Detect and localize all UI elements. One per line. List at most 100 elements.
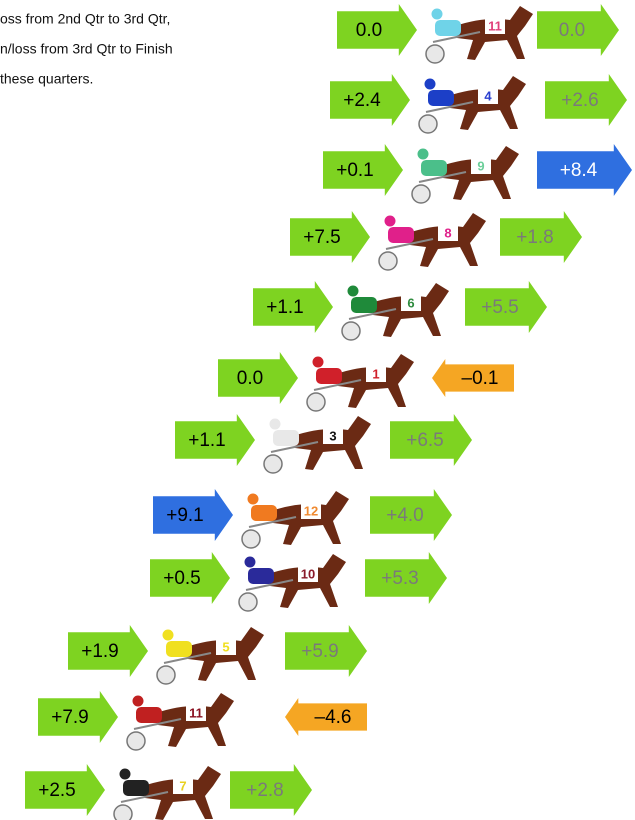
sulky-shaft (245, 579, 294, 591)
horse-icon: 11 (425, 6, 533, 64)
right-arrow (365, 552, 447, 604)
right-arrow (285, 698, 367, 736)
right-arrow (230, 764, 312, 816)
horse-number: 7 (179, 778, 186, 793)
horse-row: +2.4 4 +2.6 (330, 74, 627, 134)
left-gain: +2.5 (38, 780, 76, 801)
horse-number: 6 (407, 295, 414, 310)
sulky-wheel (378, 251, 398, 271)
horse-icon: 1 (306, 354, 414, 412)
left-arrow (38, 691, 118, 743)
horse-icon: 10 (238, 554, 346, 612)
sulky-wheel (411, 184, 431, 204)
horse-number: 5 (222, 639, 229, 654)
sulky-wheel (241, 529, 261, 549)
saddle-pad (485, 18, 505, 34)
left-gain: 0.0 (237, 368, 263, 389)
driver-silk (421, 160, 447, 176)
right-gain: +5.5 (481, 297, 519, 318)
left-arrow (150, 552, 230, 604)
left-arrow (323, 144, 403, 196)
horse-row: +2.5 7 +2.8 (25, 764, 312, 820)
right-gain: +5.9 (301, 641, 339, 662)
horse-icon: 5 (156, 627, 264, 685)
driver-helmet (423, 77, 437, 91)
driver-silk (248, 568, 274, 584)
right-gain: +5.3 (381, 568, 419, 589)
driver-silk (136, 707, 162, 723)
horse-row: +1.1 6 +5.5 (253, 281, 547, 341)
left-gain: +7.9 (51, 707, 89, 728)
left-arrow (290, 211, 370, 263)
sulky-wheel (113, 804, 133, 820)
left-gain: +1.9 (81, 641, 119, 662)
driver-helmet (118, 767, 132, 781)
sulky-wheel (341, 321, 361, 341)
driver-silk (166, 641, 192, 657)
left-arrow (253, 281, 333, 333)
sulky-wheel (156, 665, 176, 685)
sulky-shaft (270, 441, 319, 453)
horse-number: 11 (189, 705, 203, 720)
left-arrow (218, 352, 298, 404)
header-line: oss from 2nd Qtr to 3rd Qtr, (0, 11, 170, 27)
saddle-pad (478, 88, 498, 104)
horse-row: +1.1 3 +6.5 (175, 414, 472, 474)
horse-number: 12 (304, 503, 318, 518)
sulky-wheel (126, 731, 146, 751)
left-arrow (330, 74, 410, 126)
right-gain: +2.6 (561, 90, 599, 111)
right-arrow (545, 74, 627, 126)
horse-row: +9.1 12 +4.0 (153, 489, 452, 549)
left-gain: +0.1 (336, 160, 374, 181)
driver-silk (273, 430, 299, 446)
saddle-pad (301, 503, 321, 519)
header-line: these quarters. (0, 71, 93, 87)
right-gain: +2.8 (246, 780, 284, 801)
right-arrow (537, 4, 619, 56)
right-gain: +4.0 (386, 505, 424, 526)
right-arrow (537, 144, 632, 196)
horse-row: +0.1 9 +8.4 (323, 144, 632, 204)
saddle-pad (186, 705, 206, 721)
horse-icon: 7 (113, 766, 221, 820)
left-gain: +7.5 (303, 227, 341, 248)
driver-helmet (311, 355, 325, 369)
driver-silk (251, 505, 277, 521)
right-arrow (432, 359, 514, 397)
horse-icon: 11 (126, 693, 234, 751)
sulky-shaft (425, 101, 474, 113)
saddle-pad (401, 295, 421, 311)
left-arrow (175, 414, 255, 466)
sulky-shaft (163, 652, 212, 664)
driver-helmet (383, 214, 397, 228)
driver-helmet (268, 417, 282, 431)
sulky-shaft (432, 31, 481, 43)
driver-silk (123, 780, 149, 796)
horse-row: 0.0 11 0.0 (337, 4, 619, 64)
horse-icon: 4 (418, 76, 526, 134)
sulky-shaft (385, 238, 434, 250)
sulky-shaft (248, 516, 297, 528)
horse-icon: 6 (341, 283, 449, 341)
right-arrow (370, 489, 452, 541)
horse-row: +1.9 5 +5.9 (68, 625, 367, 685)
horse-number: 1 (372, 366, 379, 381)
driver-helmet (416, 147, 430, 161)
horse-number: 11 (488, 18, 502, 33)
horse-number: 8 (444, 225, 451, 240)
header-line: n/loss from 3rd Qtr to Finish (0, 41, 173, 57)
sulky-wheel (306, 392, 326, 412)
driver-helmet (246, 492, 260, 506)
horse-number: 9 (477, 158, 484, 173)
left-arrow (153, 489, 233, 541)
right-gain: –4.6 (315, 707, 352, 728)
right-gain: +6.5 (406, 430, 444, 451)
right-arrow (500, 211, 582, 263)
right-gain: +1.8 (516, 227, 554, 248)
sulky-wheel (263, 454, 283, 474)
driver-helmet (243, 555, 257, 569)
sulky-shaft (120, 791, 169, 803)
